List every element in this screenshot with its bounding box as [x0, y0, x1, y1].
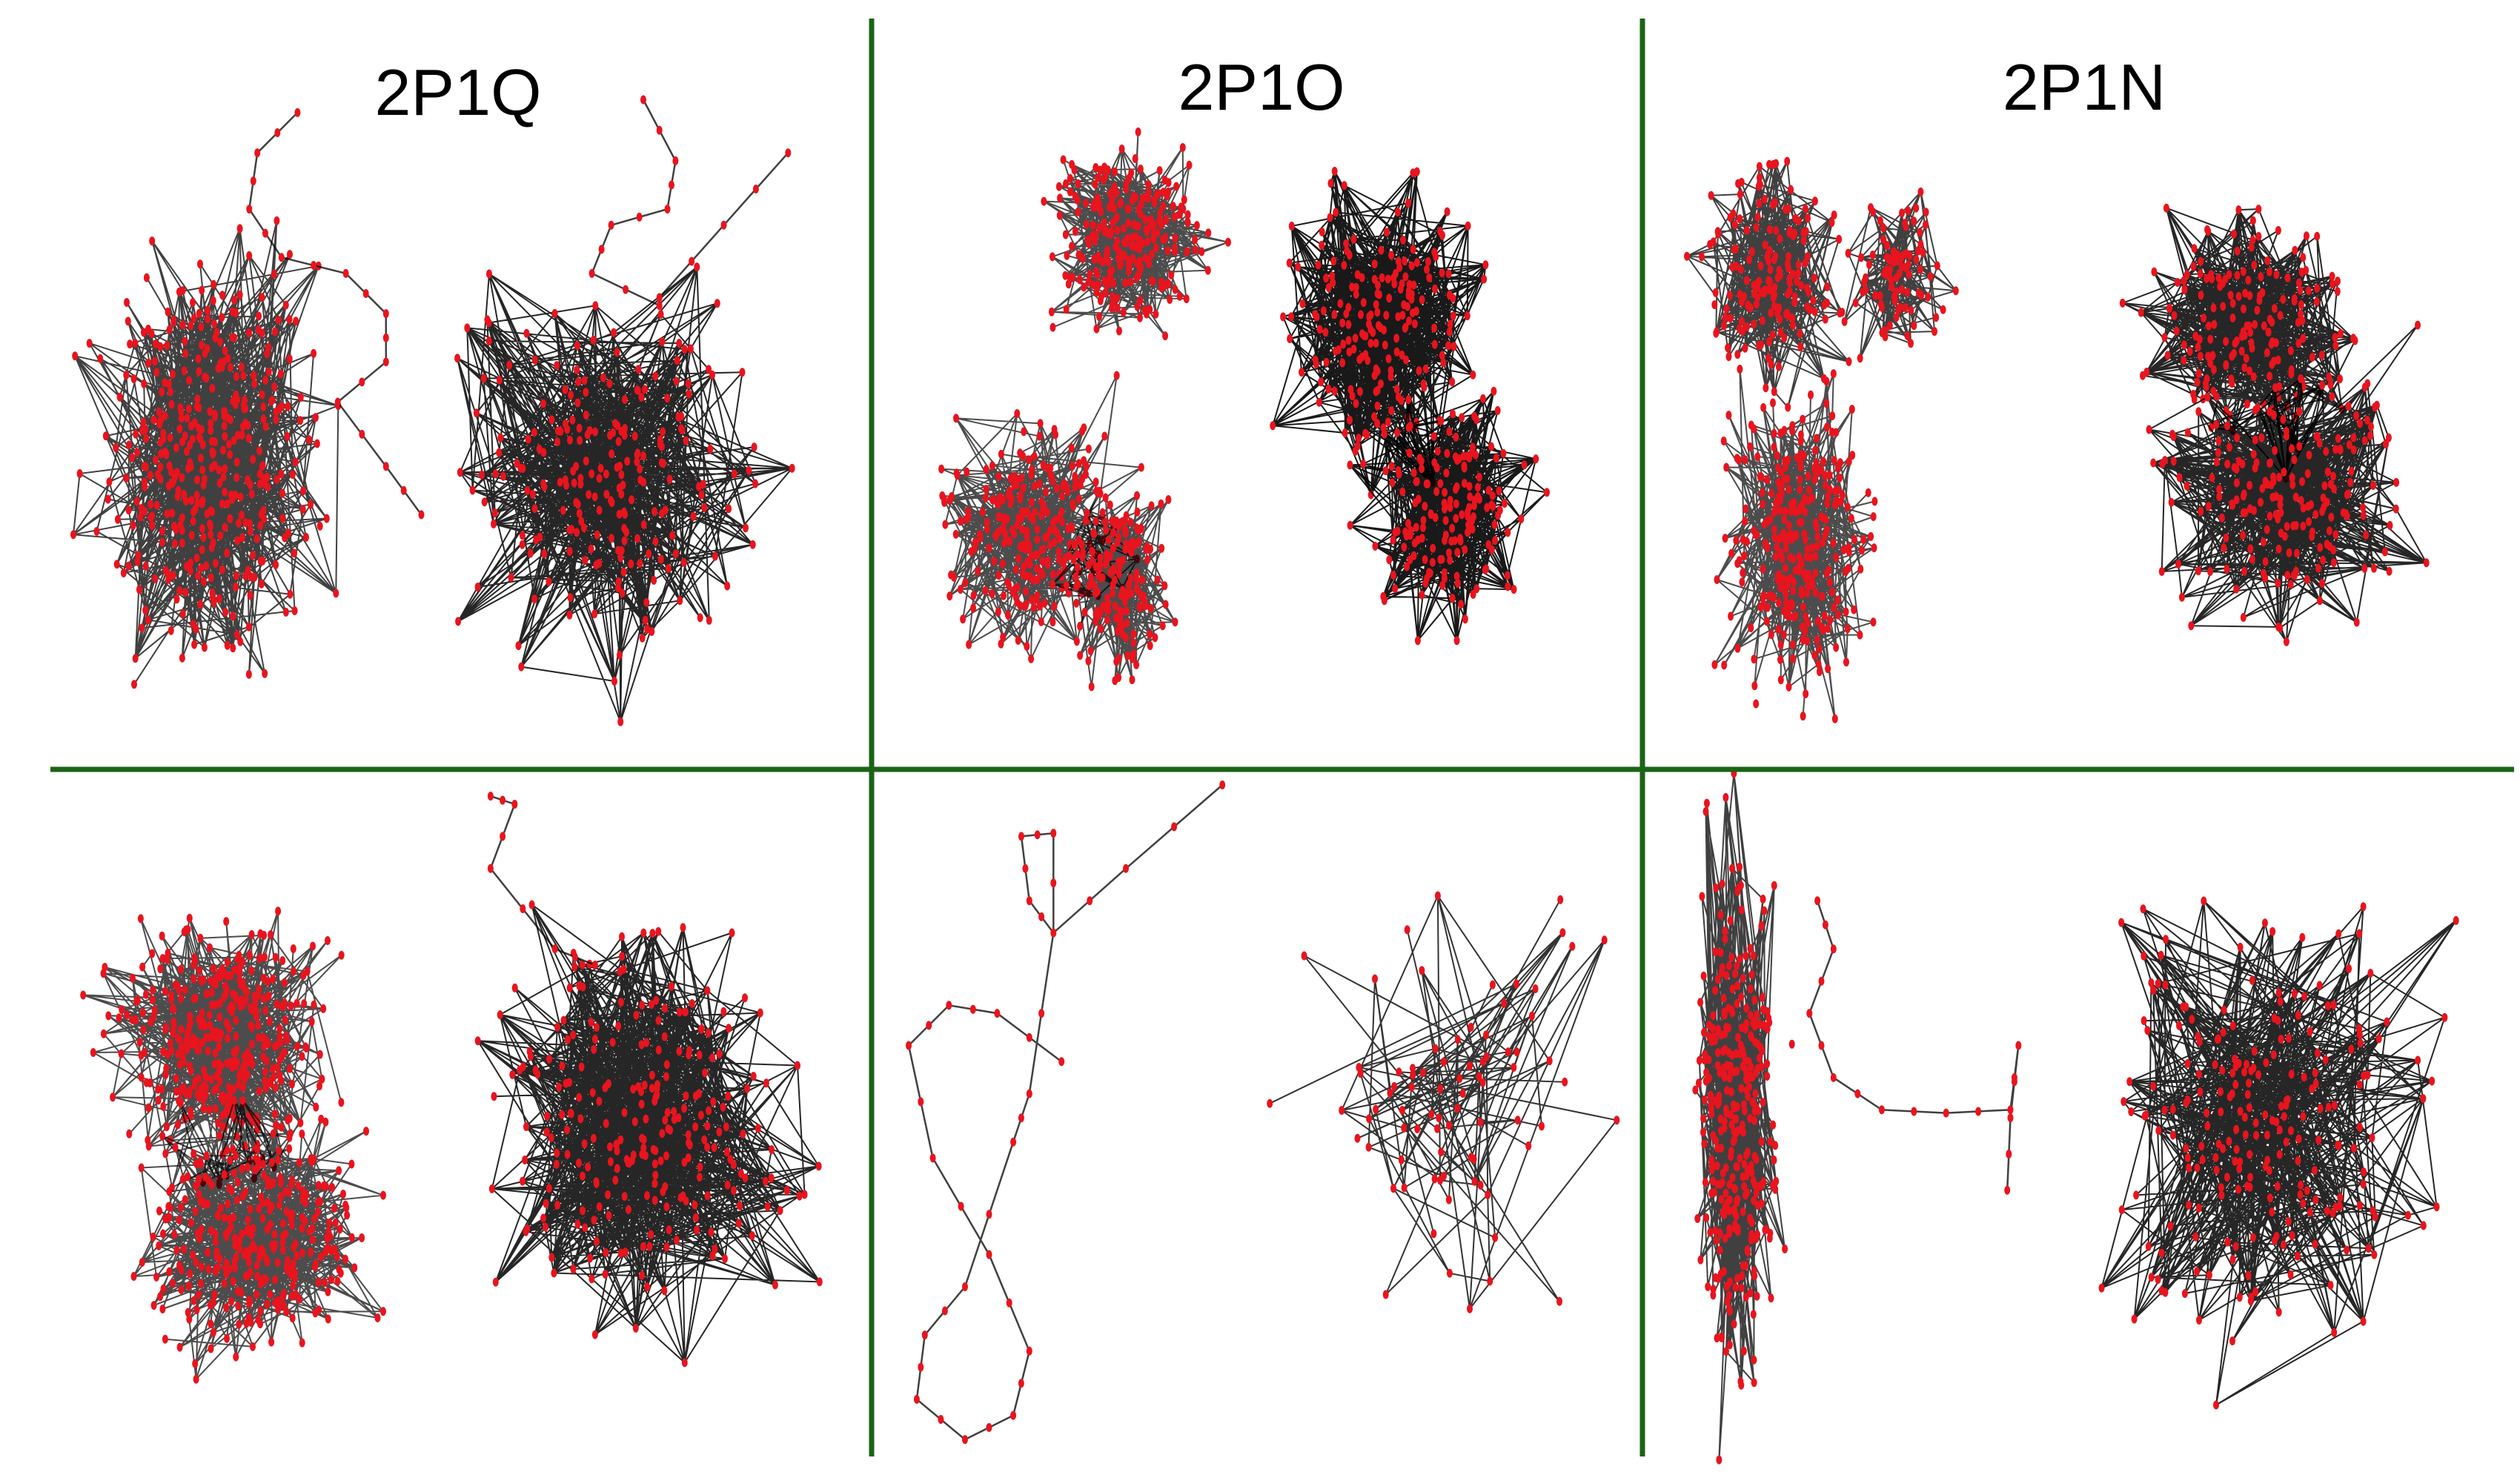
- graph-edges: [73, 220, 339, 685]
- graph-nodes: [1270, 167, 1489, 500]
- graph-edges: [1272, 170, 1487, 495]
- graph-nodes: [1806, 896, 2022, 1195]
- graph-nodes: [487, 792, 598, 969]
- graph-nodes: [246, 107, 425, 520]
- panel-title: 2P1N: [2003, 50, 2166, 124]
- graph-nodes: [130, 1096, 386, 1384]
- graph-nodes: [1692, 769, 1795, 1465]
- graph-edges: [1269, 895, 1618, 1310]
- panel-title: 2P1O: [1178, 50, 1344, 124]
- graph-nodes: [1841, 187, 1959, 363]
- graph-nodes: [70, 216, 342, 689]
- graph-edges: [477, 904, 820, 1364]
- graph-nodes: [2146, 320, 2430, 646]
- graph-edges: [1714, 368, 1875, 719]
- graph-nodes: [1711, 365, 1878, 723]
- graph-nodes: [1684, 156, 1852, 412]
- graph-nodes: [2098, 896, 2459, 1410]
- graph-nodes: [2119, 203, 2358, 483]
- graph-edges: [907, 784, 1224, 1441]
- graph-edges: [457, 266, 793, 723]
- graph-edges: [1808, 900, 2020, 1190]
- graph-edges: [82, 910, 342, 1188]
- graph-nodes: [1050, 486, 1178, 692]
- network-graphs: [70, 95, 2459, 1465]
- graph-edges: [1694, 773, 1786, 1460]
- panel-title: 2P1Q: [374, 56, 541, 129]
- graph-edges: [591, 99, 677, 307]
- graph-nodes: [1041, 127, 1231, 341]
- graph-nodes: [938, 371, 1144, 663]
- graph-nodes: [474, 900, 823, 1368]
- graph-nodes: [656, 148, 792, 302]
- graph-nodes: [906, 780, 1226, 1445]
